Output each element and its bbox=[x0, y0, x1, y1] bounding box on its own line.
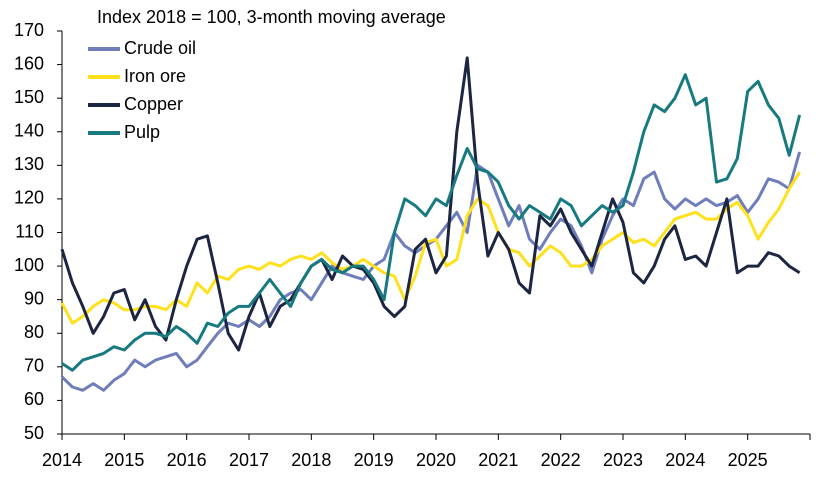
line-series bbox=[60, 151, 802, 392]
legend-label: Iron ore bbox=[124, 66, 186, 86]
x-tick-label: 2020 bbox=[416, 450, 456, 470]
x-tick-label: 2024 bbox=[665, 450, 705, 470]
legend-label: Pulp bbox=[124, 122, 160, 142]
y-tick-label: 120 bbox=[14, 188, 44, 208]
line-series bbox=[61, 73, 802, 372]
x-tick-label: 2016 bbox=[167, 450, 207, 470]
x-tick-label: 2021 bbox=[478, 450, 518, 470]
y-tick-label: 140 bbox=[14, 121, 44, 141]
chart-title: Index 2018 = 100, 3-month moving average bbox=[97, 7, 446, 27]
y-tick-label: 60 bbox=[24, 389, 44, 409]
line-series bbox=[60, 56, 801, 352]
x-tick-label: 2022 bbox=[541, 450, 581, 470]
y-tick-label: 160 bbox=[14, 53, 44, 73]
line-series bbox=[60, 171, 801, 325]
y-tick-label: 130 bbox=[14, 154, 44, 174]
y-tick-label: 170 bbox=[14, 20, 44, 40]
x-tick-label: 2014 bbox=[42, 450, 82, 470]
x-tick-label: 2023 bbox=[603, 450, 643, 470]
y-tick-label: 80 bbox=[24, 322, 44, 342]
y-tick-label: 50 bbox=[24, 423, 44, 443]
y-tick-label: 110 bbox=[15, 221, 44, 241]
legend-label: Copper bbox=[124, 94, 183, 114]
legend-label: Crude oil bbox=[124, 38, 196, 58]
x-tick-label: 2017 bbox=[229, 450, 269, 470]
x-tick-label: 2019 bbox=[354, 450, 394, 470]
y-tick-label: 150 bbox=[14, 87, 44, 107]
x-tick-label: 2025 bbox=[728, 450, 768, 470]
x-tick-label: 2015 bbox=[104, 450, 144, 470]
y-tick-label: 100 bbox=[14, 255, 44, 275]
x-tick-label: 2018 bbox=[291, 450, 331, 470]
y-tick-label: 70 bbox=[24, 356, 44, 376]
y-tick-label: 90 bbox=[24, 288, 44, 308]
